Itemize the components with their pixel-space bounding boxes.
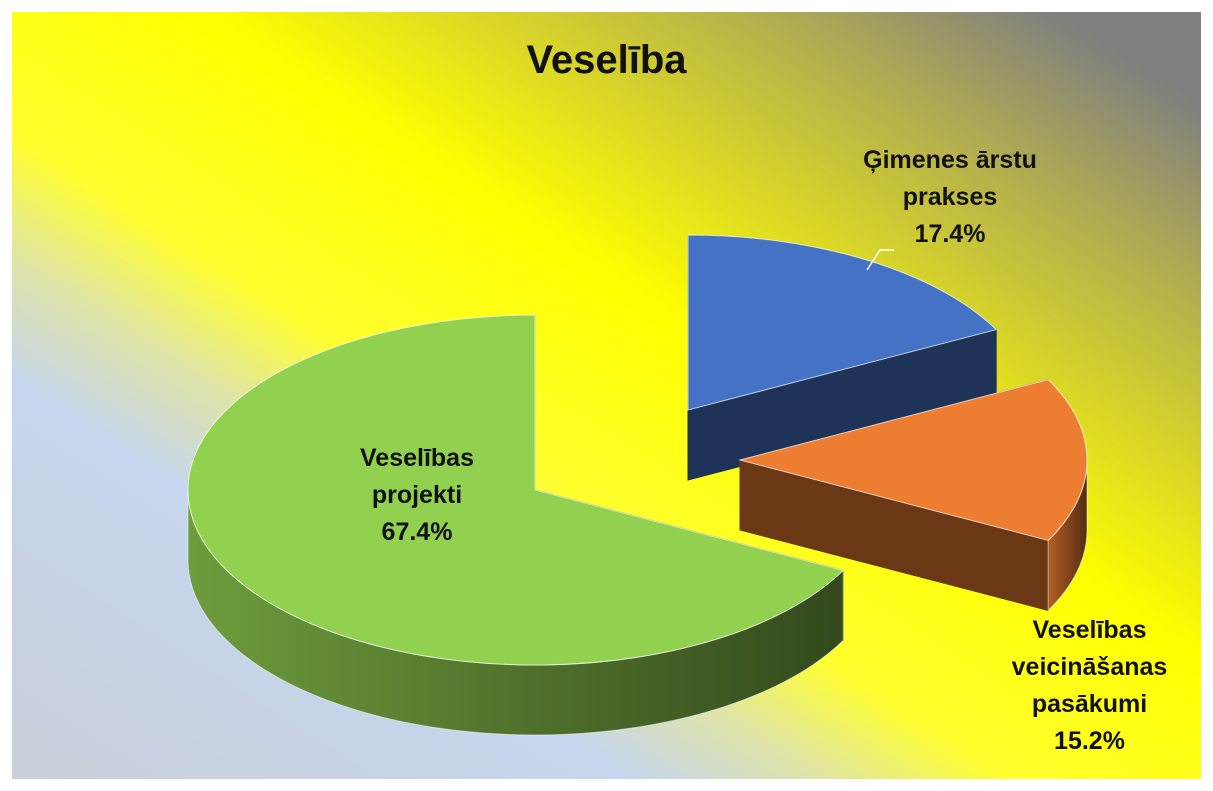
data-label: Veselības projekti 67.4% — [332, 440, 502, 551]
data-label: Veselības veicināšanas pasākumi 15.2% — [992, 612, 1187, 760]
pie-plot — [187, 234, 1088, 736]
value-label: 67.4% — [381, 518, 453, 546]
leader-line — [866, 249, 894, 271]
category-label: Veselības veicināšanas pasākumi — [1011, 616, 1168, 718]
category-label: Veselības projekti — [360, 444, 474, 509]
category-label: Ģimenes ārstu prakses — [863, 146, 1037, 211]
slice — [687, 234, 998, 411]
chart: Veselība Ģimenes ārstu prakses 17.4% Vesel… — [12, 12, 1201, 779]
data-label: Ģimenes ārstu prakses 17.4% — [850, 142, 1050, 253]
value-label: 15.2% — [1054, 727, 1125, 755]
chart-title: Veselība — [526, 38, 687, 82]
slice — [187, 314, 845, 666]
value-label: 17.4% — [914, 220, 986, 248]
slice — [738, 379, 1088, 541]
